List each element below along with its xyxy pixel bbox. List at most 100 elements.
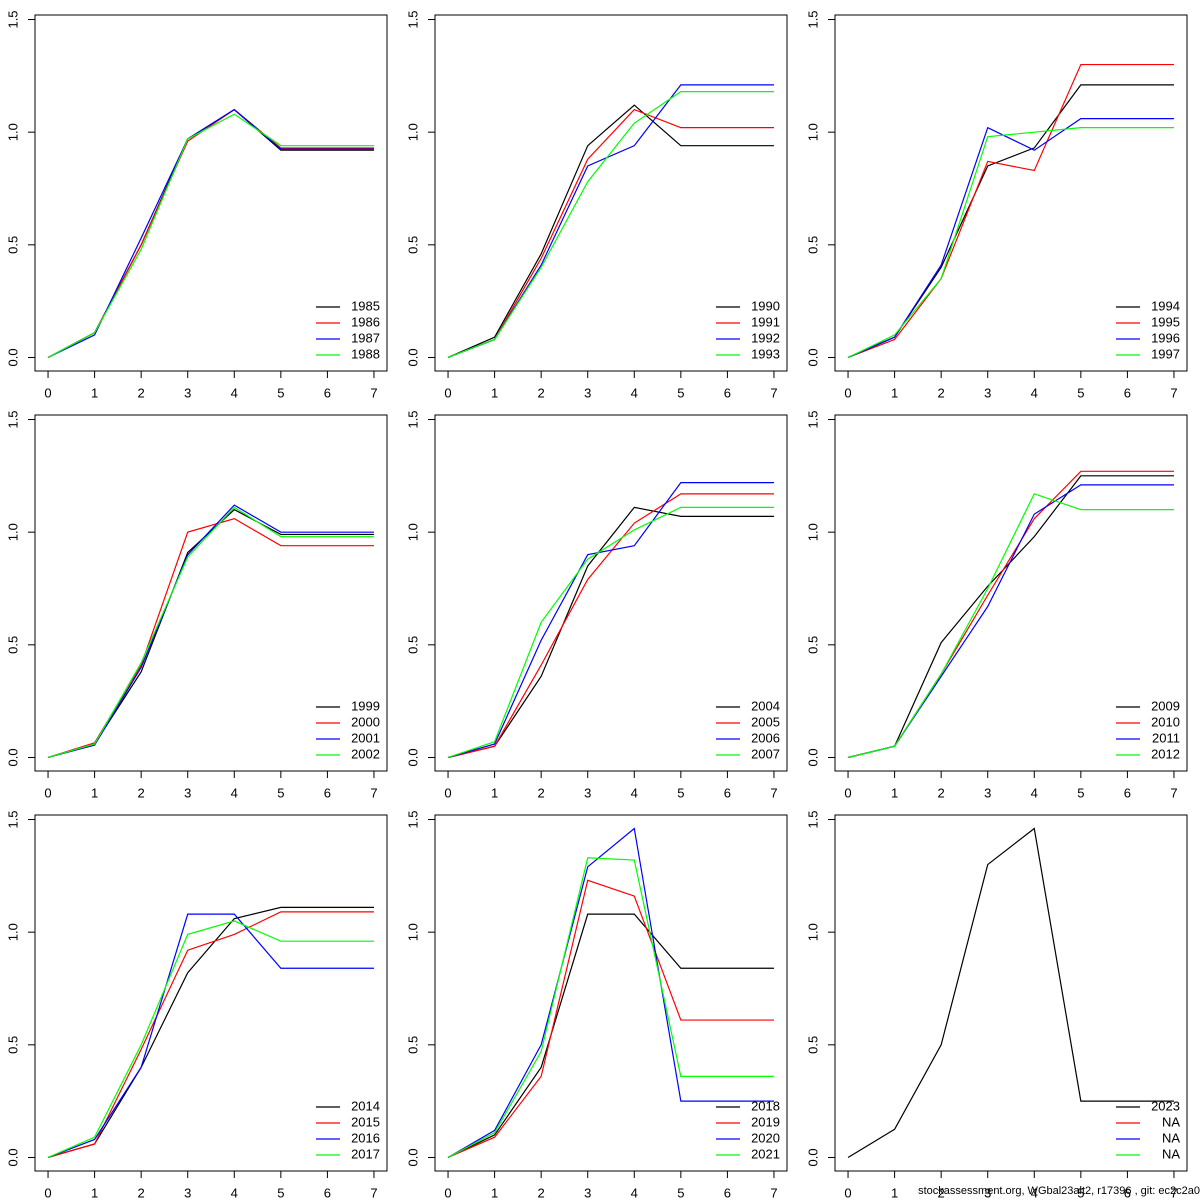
x-tick-label: 7 bbox=[370, 785, 377, 800]
y-tick-label: 1.5 bbox=[5, 10, 20, 28]
plot-frame bbox=[34, 814, 388, 1172]
x-tick-label: 2 bbox=[938, 385, 945, 400]
y-tick-label: 1.0 bbox=[405, 923, 420, 941]
y-tick-label: 0.5 bbox=[805, 236, 820, 254]
y-tick-label: 0.5 bbox=[805, 636, 820, 654]
x-tick-label: 0 bbox=[844, 1185, 851, 1200]
legend-label: 2015 bbox=[351, 1114, 380, 1129]
legend-label: 2007 bbox=[751, 746, 780, 761]
y-tick-label: 0.0 bbox=[405, 348, 420, 366]
series-line bbox=[447, 481, 774, 759]
x-tick-label: 0 bbox=[844, 785, 851, 800]
legend-label: 1988 bbox=[351, 346, 380, 361]
x-tick-label: 4 bbox=[631, 785, 638, 800]
plot-frame bbox=[434, 414, 788, 772]
legend-label: 1999 bbox=[351, 698, 380, 713]
legend-label: NA bbox=[1162, 1114, 1180, 1129]
x-tick-label: 0 bbox=[444, 1185, 451, 1200]
legend-label: 2019 bbox=[751, 1114, 780, 1129]
x-tick-label: 6 bbox=[724, 385, 731, 400]
series-line bbox=[847, 127, 1174, 359]
series-line bbox=[847, 63, 1174, 359]
x-tick-label: 5 bbox=[1077, 385, 1084, 400]
x-tick-label: 3 bbox=[184, 385, 191, 400]
legend-label: 2006 bbox=[751, 730, 780, 745]
x-tick-label: 1 bbox=[491, 785, 498, 800]
legend-label: 1994 bbox=[1151, 298, 1180, 313]
x-tick-label: 1 bbox=[91, 1185, 98, 1200]
legend-label: 1996 bbox=[1151, 330, 1180, 345]
x-tick-label: 4 bbox=[1031, 785, 1038, 800]
legend-label: 2018 bbox=[751, 1098, 780, 1113]
series-line bbox=[447, 506, 774, 759]
y-tick-label: 0.0 bbox=[405, 748, 420, 766]
x-tick-label: 4 bbox=[231, 1185, 238, 1200]
legend-label: 1992 bbox=[751, 330, 780, 345]
x-tick-label: 6 bbox=[324, 385, 331, 400]
plot-frame bbox=[34, 414, 388, 772]
x-tick-label: 7 bbox=[1170, 1185, 1177, 1200]
legend-label: 1987 bbox=[351, 330, 380, 345]
x-tick-label: 2 bbox=[138, 785, 145, 800]
series-line bbox=[447, 493, 774, 759]
y-tick-label: 1.0 bbox=[805, 523, 820, 541]
series-line bbox=[847, 493, 1174, 759]
y-tick-label: 1.0 bbox=[405, 123, 420, 141]
legend-label: 2014 bbox=[351, 1098, 380, 1113]
x-tick-label: 7 bbox=[770, 785, 777, 800]
series-line bbox=[47, 920, 374, 1159]
legend-label: 2002 bbox=[351, 746, 380, 761]
legend-label: 1990 bbox=[751, 298, 780, 313]
series-line bbox=[47, 113, 374, 359]
x-tick-label: 5 bbox=[1077, 785, 1084, 800]
y-tick-label: 1.5 bbox=[5, 810, 20, 828]
x-tick-label: 2 bbox=[938, 1185, 945, 1200]
y-tick-label: 1.5 bbox=[405, 10, 420, 28]
x-tick-label: 0 bbox=[44, 785, 51, 800]
legend-label: 2005 bbox=[751, 714, 780, 729]
x-tick-label: 4 bbox=[231, 785, 238, 800]
y-tick-label: 0.0 bbox=[5, 748, 20, 766]
y-tick-label: 1.5 bbox=[405, 410, 420, 428]
y-tick-label: 0.0 bbox=[405, 1148, 420, 1166]
x-tick-label: 7 bbox=[770, 385, 777, 400]
series-line bbox=[47, 506, 374, 759]
y-tick-label: 1.5 bbox=[5, 410, 20, 428]
y-tick-label: 0.5 bbox=[5, 1036, 20, 1054]
x-tick-label: 0 bbox=[444, 785, 451, 800]
series-line bbox=[47, 913, 374, 1159]
series-line bbox=[447, 913, 774, 1159]
x-tick-label: 6 bbox=[724, 1185, 731, 1200]
legend-label: 2020 bbox=[751, 1130, 780, 1145]
y-tick-label: 1.0 bbox=[805, 123, 820, 141]
y-tick-label: 1.0 bbox=[5, 523, 20, 541]
plot-frame bbox=[834, 14, 1188, 372]
x-tick-label: 6 bbox=[724, 785, 731, 800]
x-tick-label: 6 bbox=[324, 785, 331, 800]
legend-label: 2017 bbox=[351, 1146, 380, 1161]
legend-label: 2012 bbox=[1151, 746, 1180, 761]
x-tick-label: 7 bbox=[1170, 785, 1177, 800]
y-tick-label: 0.5 bbox=[405, 236, 420, 254]
x-tick-label: 3 bbox=[984, 385, 991, 400]
y-tick-label: 1.5 bbox=[805, 410, 820, 428]
legend-label: 2023 bbox=[1151, 1098, 1180, 1113]
x-tick-label: 4 bbox=[631, 385, 638, 400]
x-tick-label: 2 bbox=[138, 1185, 145, 1200]
y-tick-label: 1.0 bbox=[5, 123, 20, 141]
y-tick-label: 1.5 bbox=[405, 810, 420, 828]
x-tick-label: 6 bbox=[324, 1185, 331, 1200]
legend-label: 2011 bbox=[1152, 730, 1180, 745]
x-tick-label: 5 bbox=[277, 785, 284, 800]
x-tick-label: 3 bbox=[984, 785, 991, 800]
x-tick-label: 1 bbox=[91, 785, 98, 800]
x-tick-label: 2 bbox=[538, 385, 545, 400]
y-tick-label: 0.0 bbox=[5, 1148, 20, 1166]
